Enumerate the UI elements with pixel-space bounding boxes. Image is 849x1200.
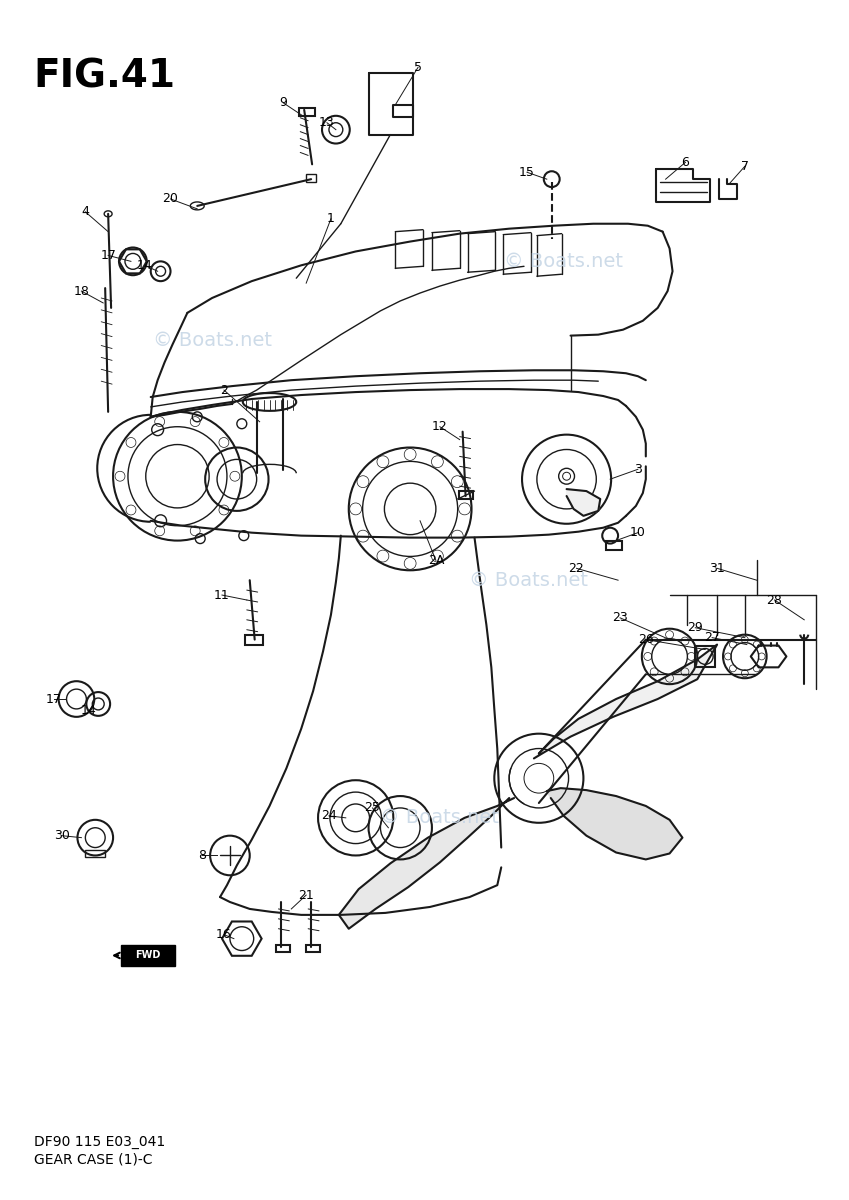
Bar [277,944,290,952]
Text: 21: 21 [298,888,314,901]
Text: 24: 24 [321,809,337,822]
Text: 23: 23 [612,611,628,624]
Bar [306,944,320,952]
Text: GEAR CASE (1)-C: GEAR CASE (1)-C [34,1152,152,1166]
Text: 3: 3 [634,463,642,475]
Text: 29: 29 [688,622,703,635]
Text: 9: 9 [279,96,287,109]
Text: 2A: 2A [428,554,444,566]
Text: 22: 22 [569,562,584,575]
Text: 15: 15 [519,166,535,179]
Text: 20: 20 [162,192,178,205]
Text: DF90 115 E03_041: DF90 115 E03_041 [34,1135,165,1148]
Text: 11: 11 [214,588,230,601]
Text: 31: 31 [709,562,725,575]
Text: 18: 18 [74,284,89,298]
Text: 4: 4 [82,205,89,218]
Text: 28: 28 [767,594,783,606]
Bar [245,635,262,644]
Text: FWD: FWD [135,950,160,960]
Text: 26: 26 [638,634,654,646]
Text: 7: 7 [741,160,749,173]
Bar [606,540,622,551]
Bar [121,944,176,966]
Bar [306,174,316,182]
Text: 6: 6 [682,156,689,169]
Text: 14: 14 [81,704,96,718]
Text: 30: 30 [53,829,70,842]
Polygon shape [566,490,600,516]
Bar [86,850,105,858]
Bar [458,491,473,499]
Bar [695,646,715,667]
Text: 17: 17 [46,692,62,706]
Text: 27: 27 [704,631,720,644]
Text: 10: 10 [630,526,646,539]
Text: © Boats.net: © Boats.net [380,809,499,827]
Text: 1: 1 [327,212,335,226]
Text: 14: 14 [137,259,153,272]
Polygon shape [339,798,514,929]
Text: © Boats.net: © Boats.net [504,252,623,271]
Polygon shape [547,788,683,859]
Text: 16: 16 [216,928,232,941]
Polygon shape [534,644,717,758]
Text: FIG.41: FIG.41 [34,58,176,95]
Text: © Boats.net: © Boats.net [153,331,272,350]
Text: 5: 5 [414,61,422,73]
Text: 2: 2 [220,384,228,396]
Text: 17: 17 [100,248,116,262]
Bar [299,108,315,115]
Text: 25: 25 [364,802,380,815]
Text: © Boats.net: © Boats.net [469,571,588,589]
Text: 8: 8 [198,848,206,862]
Text: 12: 12 [432,420,447,433]
Text: 13: 13 [319,116,335,130]
